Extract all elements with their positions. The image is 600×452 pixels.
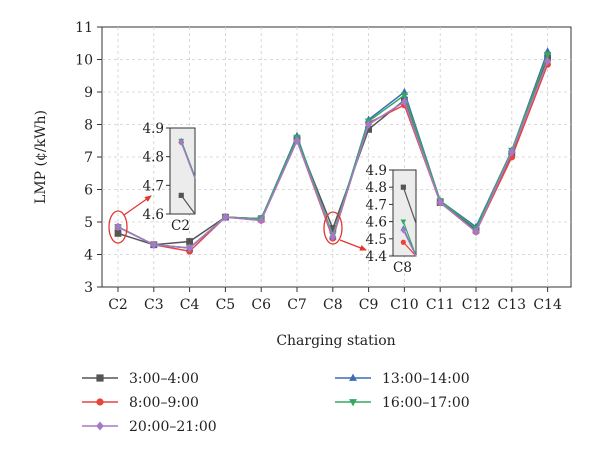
plot-area: 3 4 5 6 7 8 9 10 11 C2 C3 C4 C5 C6 C7 C8 C9 C10 C11 C12 C13 C… — [75, 20, 572, 313]
x-tick-label: C8 — [323, 297, 343, 313]
data-point — [150, 240, 158, 249]
legend-marker — [96, 421, 104, 431]
inset-series-line — [402, 221, 417, 257]
data-point — [400, 97, 408, 106]
inset-c8: 4.44.54.6 4.74.84.9 C8 — [366, 163, 417, 276]
x-tick-label: C14 — [533, 297, 562, 313]
y-tick-label: 11 — [75, 20, 93, 36]
inset-y-tick-label: 4.8 — [143, 150, 164, 166]
x-tick-label: C11 — [426, 297, 455, 313]
inset-series-line — [180, 142, 196, 179]
inset-data-point — [178, 192, 184, 198]
data-point — [186, 238, 193, 245]
legend-marker — [349, 373, 357, 381]
inset-y-tick-label: 4.6 — [143, 207, 164, 223]
x-tick-label: C10 — [390, 297, 419, 313]
inset-series-line — [402, 187, 417, 224]
data-point — [329, 232, 337, 241]
callout-arrow-c8 — [339, 239, 367, 251]
inset-data-point — [400, 226, 407, 234]
data-point — [472, 227, 480, 236]
inset-series-line — [402, 241, 417, 257]
inset-y-tick-label: 4.8 — [366, 180, 387, 196]
x-axis-label: Charging station — [276, 333, 395, 349]
inset-y-tick-label: 4.6 — [366, 215, 387, 231]
legend-marker — [349, 399, 357, 407]
y-tick-label: 5 — [84, 215, 93, 231]
inset-y-tick-label: 4.7 — [143, 178, 164, 194]
legend-label: 20:00–21:00 — [129, 419, 217, 435]
x-tick-label: C13 — [498, 297, 527, 313]
inset-y-tick-label: 4.4 — [366, 249, 387, 265]
zoom-callout-c8 — [323, 211, 367, 251]
y-tick-label: 9 — [84, 85, 93, 101]
data-point — [508, 147, 516, 157]
x-tick-label: C4 — [180, 297, 200, 313]
x-tick-label: C3 — [144, 297, 164, 313]
inset-c2: 4.6 4.7 4.8 4.9 C2 — [143, 121, 196, 234]
y-tick-label: 4 — [84, 248, 93, 264]
data-point — [543, 51, 552, 59]
x-tick-label: C5 — [216, 297, 236, 313]
data-point — [400, 92, 409, 100]
data-point — [329, 225, 337, 232]
legend-label: 3:00–4:00 — [129, 371, 199, 387]
axis-ticks: 3 4 5 6 7 8 9 10 11 C2 C3 C4 C5 C6 C7 C8 C9 C10 C11 C12 C13 C… — [75, 20, 562, 313]
data-point — [257, 216, 265, 225]
y-tick-label: 3 — [84, 280, 93, 296]
legend-item: 20:00–21:00 — [82, 419, 217, 435]
data-point — [186, 243, 194, 253]
legend-marker — [96, 398, 104, 406]
zoom-callout-c2 — [108, 195, 152, 244]
inset-series-line — [402, 229, 417, 257]
legend-item: 13:00–14:00 — [335, 371, 470, 387]
y-axis-label: LMP (¢/kWh) — [33, 110, 49, 204]
legend-label: 16:00–17:00 — [382, 395, 470, 411]
legend: 3:00–4:00 8:00–9:00 20:00–21:00 13:00–14:00… — [82, 371, 470, 435]
data-point — [365, 125, 372, 133]
inset-x-label: C2 — [171, 218, 190, 234]
legend-marker — [96, 374, 104, 382]
legend-item: 8:00–9:00 — [82, 395, 199, 411]
inset-data-point — [400, 184, 406, 190]
inset-data-point — [400, 239, 406, 245]
callout-arrow-c2 — [123, 195, 152, 216]
inset-data-point — [178, 139, 184, 146]
x-tick-label: C2 — [108, 297, 128, 313]
legend-item: 16:00–17:00 — [335, 395, 470, 411]
inset-y-tick-label: 4.7 — [366, 197, 387, 213]
y-tick-label: 7 — [84, 150, 93, 166]
x-tick-label: C9 — [359, 297, 379, 313]
inset-frame — [392, 169, 417, 257]
data-point — [544, 56, 552, 66]
series-lines — [114, 47, 552, 255]
series-20:00–21:00 — [114, 56, 552, 253]
x-tick-label: C12 — [462, 297, 491, 313]
x-tick-label: C6 — [251, 297, 271, 313]
legend-item: 3:00–4:00 — [82, 371, 199, 387]
data-point — [221, 212, 229, 222]
data-point — [293, 136, 301, 145]
inset-data-point — [400, 219, 407, 225]
legend-label: 8:00–9:00 — [129, 395, 199, 411]
legend-label: 13:00–14:00 — [382, 371, 470, 387]
inset-x-label: C8 — [393, 260, 412, 276]
inset-series-line — [180, 195, 196, 215]
data-point — [436, 198, 444, 207]
y-tick-label: 6 — [84, 183, 93, 199]
inset-y-tick-label: 4.5 — [366, 232, 387, 248]
y-tick-label: 10 — [75, 53, 93, 69]
x-tick-label: C7 — [287, 297, 307, 313]
inset-y-tick-label: 4.9 — [143, 121, 164, 137]
data-point — [365, 120, 373, 129]
inset-y-tick-label: 4.9 — [366, 163, 387, 179]
highlight-ellipse-c8 — [323, 211, 343, 245]
y-tick-label: 8 — [84, 118, 93, 134]
data-point — [114, 222, 122, 232]
data-point — [114, 229, 122, 237]
highlight-ellipse-c2 — [108, 210, 128, 244]
